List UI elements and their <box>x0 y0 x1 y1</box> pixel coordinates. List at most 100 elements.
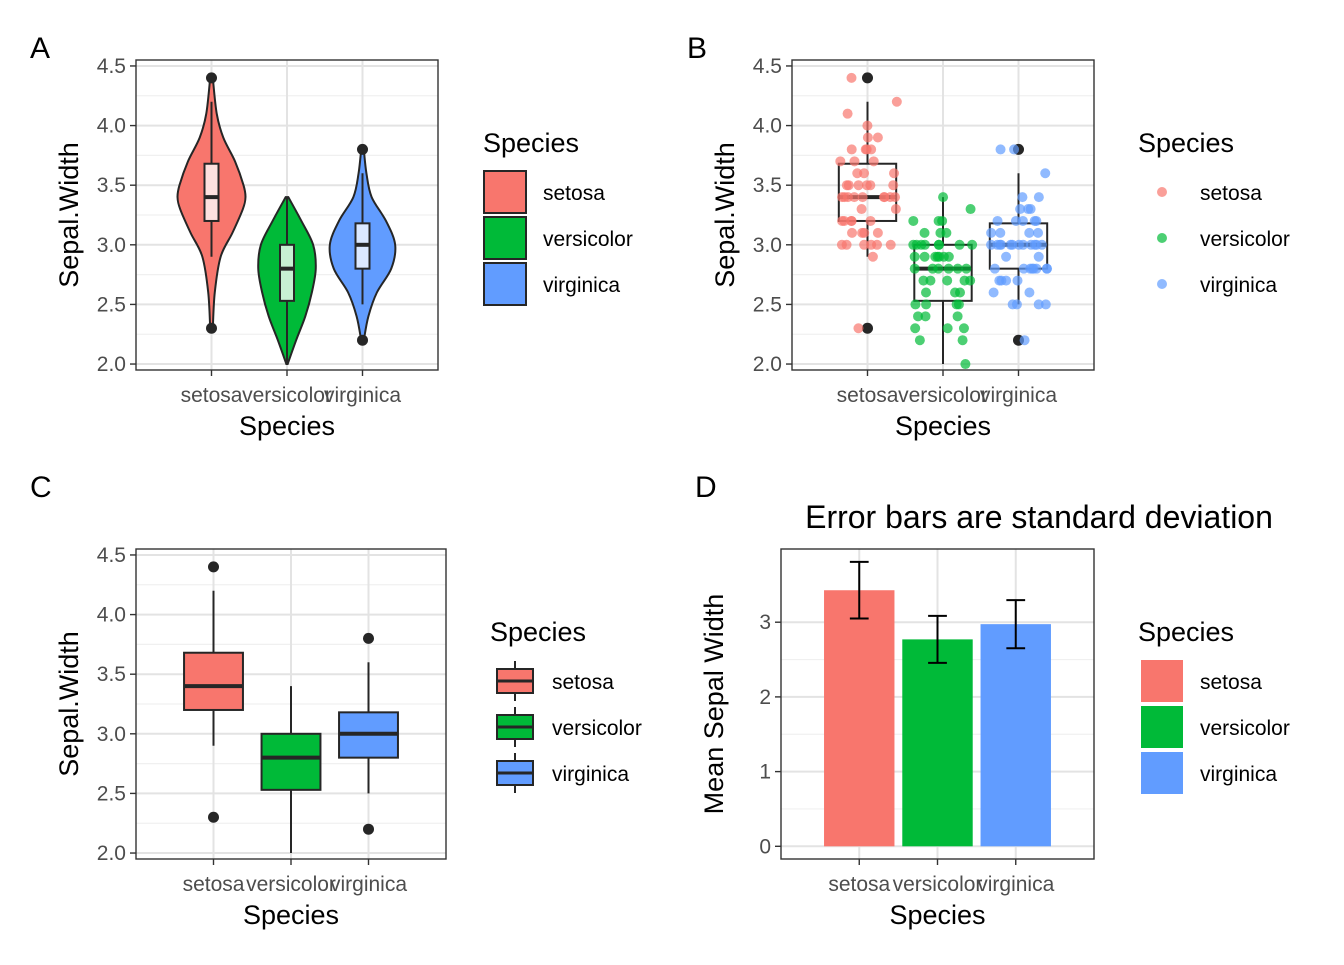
legend: Species setosa versicolor virginica <box>483 128 633 306</box>
jitter-point-setosa <box>862 120 873 131</box>
legend-key-virginica <box>1141 752 1183 794</box>
jitter-point-virginica <box>1041 263 1052 274</box>
y-tick-label: 3.5 <box>97 663 126 686</box>
y-tick-label: 2.5 <box>97 782 126 805</box>
y-tick-label: 3.0 <box>97 723 126 746</box>
jitter-point-virginica <box>989 263 1000 274</box>
legend-title: Species <box>490 617 586 647</box>
y-tick-label: 3.0 <box>97 234 126 257</box>
jitter-point-versicolor <box>916 239 927 250</box>
jitter-point-setosa <box>841 239 852 250</box>
jitter-point-versicolor <box>952 311 963 322</box>
x-tick-label: setosa <box>837 384 899 407</box>
jitter-point-virginica <box>1024 287 1035 298</box>
jitter-point-versicolor <box>908 215 919 226</box>
legend-label-virginica: virginica <box>1200 274 1277 297</box>
jitter-point-setosa <box>890 204 901 215</box>
outlier-point <box>862 322 873 334</box>
jitter-point-virginica <box>1001 251 1012 262</box>
jitter-point-virginica <box>1017 215 1028 226</box>
legend-title: Species <box>483 128 579 158</box>
jitter-point-setosa <box>889 168 900 179</box>
chart-title: Error bars are standard deviation <box>805 499 1273 535</box>
jitter-point-virginica <box>1040 168 1051 179</box>
jitter-point-virginica <box>1033 227 1044 238</box>
x-tick-label: virginica <box>330 873 407 896</box>
legend-label-setosa: setosa <box>1200 182 1262 205</box>
legend-label-setosa: setosa <box>1200 671 1262 694</box>
x-tick-label: setosa <box>181 384 243 407</box>
legend-key-virginica <box>483 262 527 306</box>
outlier-point <box>357 143 368 155</box>
jitter-point-versicolor <box>909 251 920 262</box>
legend-label-virginica: virginica <box>552 763 629 786</box>
x-tick-label: virginica <box>977 873 1054 896</box>
jitter-point-setosa <box>837 215 848 226</box>
jitter-point-versicolor <box>960 359 971 370</box>
x-tick-label: versicolor <box>898 384 988 407</box>
jitter-point-virginica <box>995 144 1006 155</box>
legend-key-virginica <box>1157 279 1167 289</box>
x-axis-title: Species <box>895 411 991 441</box>
jitter-point-setosa <box>859 239 870 250</box>
legend-key-setosa <box>1157 187 1167 197</box>
jitter-point-setosa <box>849 156 860 167</box>
jitter-point-versicolor <box>930 251 941 262</box>
legend: Species setosa versicolor virginica <box>490 617 642 793</box>
legend-label-setosa: setosa <box>552 671 614 694</box>
jitter-point-setosa <box>846 72 857 83</box>
legend-key-versicolor <box>1141 706 1183 748</box>
jitter-point-virginica <box>986 227 997 238</box>
jitter-point-virginica <box>1027 263 1038 274</box>
jitter-point-setosa <box>843 180 854 191</box>
outlier-point <box>363 823 374 835</box>
jitter-point-setosa <box>856 204 867 215</box>
jitter-point-versicolor <box>920 311 931 322</box>
y-tick-label: 4.0 <box>753 115 782 138</box>
y-tick-label: 2.5 <box>753 293 782 316</box>
jitter-point-virginica <box>1018 263 1029 274</box>
jitter-point-versicolor <box>965 275 976 286</box>
jitter-point-setosa <box>853 323 864 334</box>
outlier-point <box>862 72 873 84</box>
legend-label-versicolor: versicolor <box>543 228 633 251</box>
jitter-point-versicolor <box>913 311 924 322</box>
jitter-point-versicolor <box>933 263 944 274</box>
jitter-point-setosa <box>888 180 899 191</box>
panel-label: D <box>695 471 717 504</box>
jitter-point-virginica <box>1029 215 1040 226</box>
x-tick-label: versicolor <box>893 873 983 896</box>
jitter-point-setosa <box>847 227 858 238</box>
panel-label: C <box>30 471 52 504</box>
y-tick-label: 4.0 <box>97 115 126 138</box>
jitter-point-setosa <box>842 108 853 119</box>
jitter-point-setosa <box>865 215 876 226</box>
jitter-point-virginica <box>988 287 999 298</box>
jitter-point-versicolor <box>925 275 936 286</box>
legend-label-virginica: virginica <box>543 274 620 297</box>
x-axis-title: Species <box>239 411 335 441</box>
y-tick-label: 3.5 <box>97 174 126 197</box>
jitter-point-versicolor <box>921 299 932 310</box>
x-tick-label: virginica <box>980 384 1057 407</box>
bar-virginica <box>980 624 1051 847</box>
jitter-point-setosa <box>862 132 873 143</box>
bar-setosa <box>824 590 895 847</box>
y-tick-label: 0 <box>759 835 771 858</box>
legend-title: Species <box>1138 128 1234 158</box>
violin-box-setosa <box>203 162 220 222</box>
jitter-point-versicolor <box>918 275 929 286</box>
jitter-point-versicolor <box>910 299 921 310</box>
jitter-point-versicolor <box>919 227 930 238</box>
y-axis-title: Sepal.Width <box>54 631 84 777</box>
outlier-point <box>208 561 219 573</box>
y-tick-label: 2.5 <box>97 293 126 316</box>
jitter-point-versicolor <box>965 204 976 215</box>
legend-label-virginica: virginica <box>1200 763 1277 786</box>
jitter-point-setosa <box>868 156 879 167</box>
outlier-point <box>357 334 368 346</box>
jitter-point-virginica <box>1017 192 1028 203</box>
jitter-point-versicolor <box>943 251 954 262</box>
y-tick-label: 2.0 <box>97 353 126 376</box>
